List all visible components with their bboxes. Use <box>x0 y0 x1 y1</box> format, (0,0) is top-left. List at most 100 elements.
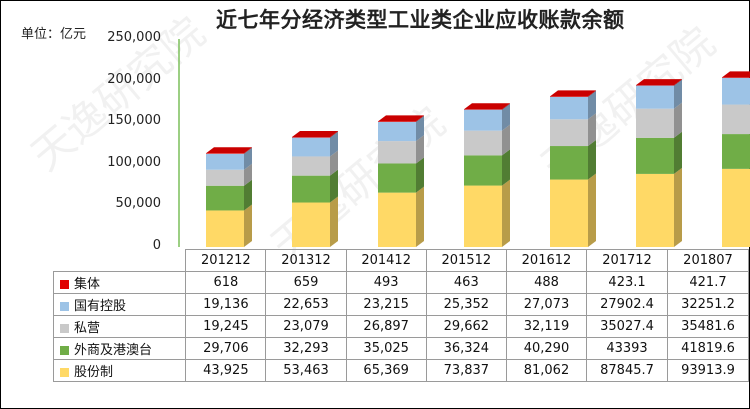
bar-segment <box>636 85 674 109</box>
legend-swatch <box>60 324 69 333</box>
data-label: 87845.7 <box>586 359 668 382</box>
series-name: 集体 <box>74 277 101 292</box>
legend-swatch <box>60 302 69 311</box>
bar-segment-side <box>244 204 252 247</box>
legend-swatch <box>60 368 69 377</box>
data-label: 36,324 <box>425 337 507 360</box>
bar-segment <box>378 121 416 122</box>
data-label: 32,119 <box>505 315 588 338</box>
bar-segment-side <box>330 131 338 138</box>
bar-segment <box>636 108 674 138</box>
bar-segment-side <box>588 90 596 97</box>
data-label: 463 <box>425 271 507 294</box>
data-label: 35027.4 <box>586 315 668 338</box>
data-label: 53,463 <box>265 359 347 382</box>
bar-segment-side <box>502 149 510 186</box>
bar-segment <box>292 156 330 176</box>
bar-stack-201612 <box>550 90 596 247</box>
data-label: 421.7 <box>667 271 749 294</box>
chart-title: 近七年分经济类型工业类企业应收账款余额 <box>216 8 625 32</box>
bar-segment <box>206 153 244 170</box>
bar-stack-201412 <box>378 115 424 247</box>
bar-segment <box>722 77 750 78</box>
bar-top <box>292 131 338 138</box>
bar-segment <box>292 202 330 247</box>
bar-top <box>550 90 596 97</box>
bar-segment <box>464 155 502 186</box>
data-label: 488 <box>505 271 588 294</box>
bar-segment-side <box>588 90 596 120</box>
bar-segment <box>464 185 502 247</box>
bar-segment <box>464 109 502 110</box>
bar-segment <box>550 119 588 147</box>
bar-segment-side <box>416 157 424 193</box>
series-name: 私营 <box>74 321 101 336</box>
table-row: 外商及港澳台 29,706 32,293 35,025 36,324 40,290 4339… <box>52 337 749 360</box>
bar-segment <box>292 175 330 203</box>
bar-segment-side <box>674 79 682 86</box>
legend-swatch <box>60 346 69 355</box>
data-label: 32251.2 <box>667 293 749 316</box>
bar-segment <box>464 109 502 131</box>
bar-segment-side <box>330 131 338 157</box>
bar-top <box>464 103 510 110</box>
data-label: 41819.6 <box>667 337 749 360</box>
legend-entry: 私营 <box>52 315 187 338</box>
unit-label: 单位：亿元 <box>21 27 87 42</box>
bar-segment-side <box>330 196 338 247</box>
y-tick-label: 100,000 <box>107 154 161 170</box>
y-tick-label: 150,000 <box>107 113 161 129</box>
x-category-label: 201612 <box>505 249 588 272</box>
data-label: 29,706 <box>185 337 267 360</box>
bar-stack-201807 <box>722 71 750 247</box>
data-label: 22,653 <box>265 293 347 316</box>
bar-segment-side <box>330 150 338 176</box>
x-category-label: 201312 <box>265 249 347 272</box>
bar-segment <box>550 179 588 247</box>
bar-segment <box>550 146 588 180</box>
bar-segment <box>636 85 674 86</box>
bar-segment-side <box>502 103 510 110</box>
data-label: 27,073 <box>505 293 588 316</box>
legend-entry: 股份制 <box>52 359 187 382</box>
bar-top <box>636 79 682 86</box>
bar-segment <box>550 96 588 97</box>
bar-segment <box>206 185 244 211</box>
data-label: 618 <box>185 271 267 294</box>
data-label: 32,293 <box>265 337 347 360</box>
legend-entry: 集体 <box>52 271 187 294</box>
bar-segment-side <box>502 124 510 156</box>
bar-segment <box>292 137 330 157</box>
data-label: 23,079 <box>265 315 347 338</box>
bar-segment-side <box>674 79 682 109</box>
data-label: 25,352 <box>425 293 507 316</box>
bar-segment-side <box>244 163 252 186</box>
series-name: 国有控股 <box>74 299 127 314</box>
bar-segment <box>464 130 502 156</box>
bar-segment-side <box>502 103 510 131</box>
bar-top <box>378 115 424 122</box>
bar-segment-side <box>674 167 682 247</box>
x-category-label: 201712 <box>586 249 668 272</box>
bar-segment <box>378 141 416 164</box>
bar-segment-side <box>416 115 424 122</box>
bar-segment-side <box>588 173 596 247</box>
data-label: 19,245 <box>185 315 267 338</box>
bar-segment <box>206 169 244 186</box>
data-label: 29,662 <box>425 315 507 338</box>
bar-segment-side <box>588 113 596 147</box>
bar-segment-side <box>502 179 510 247</box>
data-label: 19,136 <box>185 293 267 316</box>
data-label: 43393 <box>586 337 668 360</box>
bar-stack-201712 <box>636 79 682 247</box>
x-category-label: 201412 <box>345 249 427 272</box>
data-label: 27902.4 <box>586 293 668 316</box>
bar-stack-201512 <box>464 103 510 247</box>
series-name: 股份制 <box>74 365 114 380</box>
bar-segment <box>722 134 750 169</box>
bar-segment <box>378 192 416 247</box>
bar-segment-side <box>244 147 252 170</box>
data-label: 423.1 <box>586 271 668 294</box>
legend-swatch <box>60 280 69 289</box>
bar-segment-side <box>588 140 596 180</box>
